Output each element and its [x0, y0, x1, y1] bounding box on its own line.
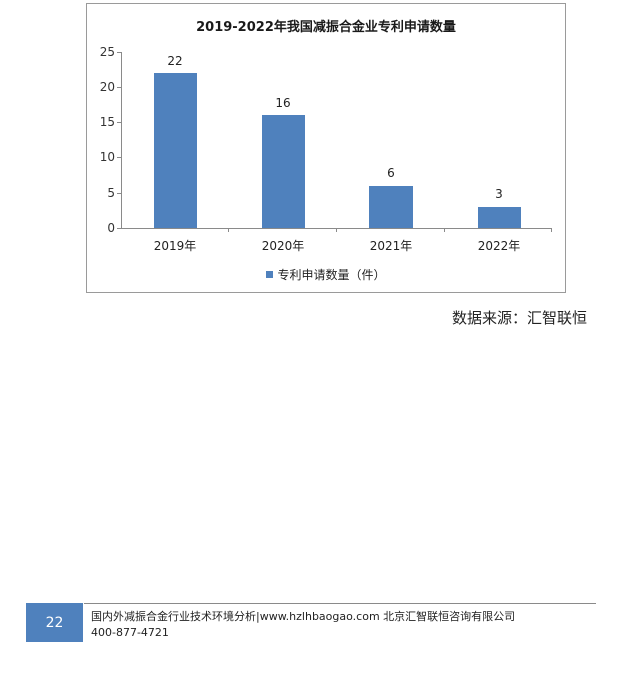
x-tick-mark [336, 228, 337, 232]
legend: 专利申请数量（件） [87, 266, 565, 283]
y-tick-20: 20 [99, 80, 115, 94]
x-label-2022: 2022年 [477, 239, 521, 253]
page-number: 22 [45, 614, 64, 631]
legend-swatch-icon [266, 271, 274, 278]
x-tick-mark [444, 228, 445, 232]
y-axis [121, 52, 122, 229]
x-tick-mark [228, 228, 229, 232]
footer-phone: 400-877-4721 [91, 626, 169, 639]
y-tick-mark [117, 122, 121, 123]
chart-frame: 2019-2022年我国减振合金业专利申请数量 0 5 10 15 20 25 … [86, 3, 566, 293]
x-label-2021: 2021年 [369, 239, 413, 253]
y-tick-mark [117, 228, 121, 229]
y-tick-mark [117, 157, 121, 158]
bar-value-2020: 16 [275, 96, 291, 110]
y-tick-10: 10 [99, 150, 115, 164]
page-number-badge: 22 [26, 603, 83, 642]
legend-label: 专利申请数量（件） [277, 268, 386, 282]
bar-2022 [478, 207, 521, 228]
bar-2021 [369, 186, 413, 228]
bar-2020 [262, 115, 305, 228]
x-tick-mark [551, 228, 552, 232]
y-tick-0: 0 [107, 221, 115, 235]
footer-text: 国内外减振合金行业技术环境分析|www.hzlhbaogao.com 北京汇智联… [91, 609, 515, 641]
y-tick-mark [117, 87, 121, 88]
bar-2019 [154, 73, 197, 228]
footer-line1: 国内外减振合金行业技术环境分析|www.hzlhbaogao.com 北京汇智联… [91, 610, 516, 623]
y-tick-15: 15 [99, 115, 115, 129]
chart-title: 2019-2022年我国减振合金业专利申请数量 [196, 20, 456, 35]
x-label-2020: 2020年 [261, 239, 305, 253]
footer-divider [84, 603, 596, 604]
bar-value-2019: 22 [167, 54, 183, 68]
y-tick-25: 25 [99, 45, 115, 59]
y-tick-mark [117, 52, 121, 53]
data-source: 数据来源：汇智联恒 [451, 309, 587, 327]
bar-value-2022: 3 [495, 187, 503, 201]
y-tick-5: 5 [107, 186, 115, 200]
x-label-2019: 2019年 [153, 239, 197, 253]
bar-value-2021: 6 [387, 166, 395, 180]
y-tick-mark [117, 193, 121, 194]
plot-area: 0 5 10 15 20 25 22 16 6 3 2019年 2020年 20… [87, 4, 565, 292]
